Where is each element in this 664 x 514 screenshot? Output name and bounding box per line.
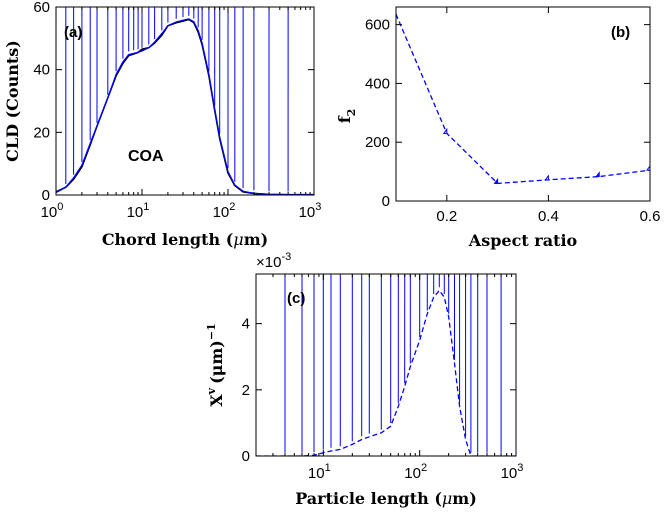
panel-c-xlabel: Particle length (μm) <box>295 489 477 508</box>
panel-a-xtick-label: 102 <box>213 201 236 221</box>
panel-a-series-simulated <box>56 18 314 195</box>
panel-c-xtick-label: 103 <box>501 462 524 482</box>
panel-c-label: (c) <box>287 290 305 307</box>
panel-b-label: (b) <box>611 24 630 41</box>
panel-b-xlabel: Aspect ratio <box>468 231 578 250</box>
panel-a-series-measured <box>56 18 314 195</box>
panel-c-ytick-label: 0 <box>242 448 250 465</box>
panel-c-ytick-label: 4 <box>242 316 250 333</box>
panel-b-series-f2 <box>396 14 650 185</box>
panel-a-xtick-label: 101 <box>127 201 150 221</box>
panel-a-label: (a) <box>64 24 82 41</box>
panel-b-ytick-label: 200 <box>365 134 390 151</box>
panel-b-point-1 <box>442 127 448 134</box>
panel-b-ytick-label: 0 <box>382 193 390 210</box>
panel-b-frame <box>395 6 651 202</box>
panel-b-point-3 <box>544 174 549 181</box>
panel-a-ytick-label: 60 <box>33 0 50 16</box>
panel-a-ylabel: CLD (Counts) <box>3 40 22 162</box>
panel-a-ytick-label: 20 <box>33 124 50 141</box>
panel-b-point-5 <box>646 165 650 171</box>
panel-b-point-2 <box>493 177 499 184</box>
panel-c-xtick-label: 102 <box>404 462 427 482</box>
panel-c-xtick-label: 101 <box>308 462 331 482</box>
panel-c-frame <box>255 273 517 457</box>
panel-c-ytick-label: 2 <box>242 382 250 399</box>
panel-b-point-4 <box>595 171 600 178</box>
panel-c-scale-factor: ×10-3 <box>256 251 291 271</box>
panel-c-ylabel: Xv(μm)−1 <box>205 323 226 406</box>
panel-b-ylabel: f2 <box>335 109 358 124</box>
panel-b-xtick-label: 0.2 <box>436 208 457 225</box>
panel-b-ytick-label: 600 <box>365 17 390 34</box>
panel-a-ytick-label: 40 <box>33 62 50 79</box>
panel-a-xtick-label: 100 <box>41 201 64 221</box>
panel-b-ytick-label: 400 <box>365 75 390 92</box>
panel-b-xtick-label: 0.6 <box>640 208 661 225</box>
panel-a-xlabel: Chord length (μm) <box>102 230 268 249</box>
panel-a-ytick-label: 0 <box>42 187 50 204</box>
panel-a-annotation: COA <box>128 148 164 165</box>
panel-b: 0.2 0.4 0.6 0 200 400 600 (b) Aspect ratio f2 <box>335 6 661 250</box>
panel-a-frame <box>55 6 315 196</box>
panel-c-series-Xv <box>256 289 516 456</box>
panel-c: 101 102 103 0 2 4 (c) ×10-3 Particle length (… <box>205 251 524 508</box>
panel-a: 100 101 102 103 0 20 40 60 (a) COA Chord length… <box>3 0 321 249</box>
panel-a-xtick-label: 103 <box>299 201 322 221</box>
panel-b-xtick-label: 0.4 <box>538 208 559 225</box>
